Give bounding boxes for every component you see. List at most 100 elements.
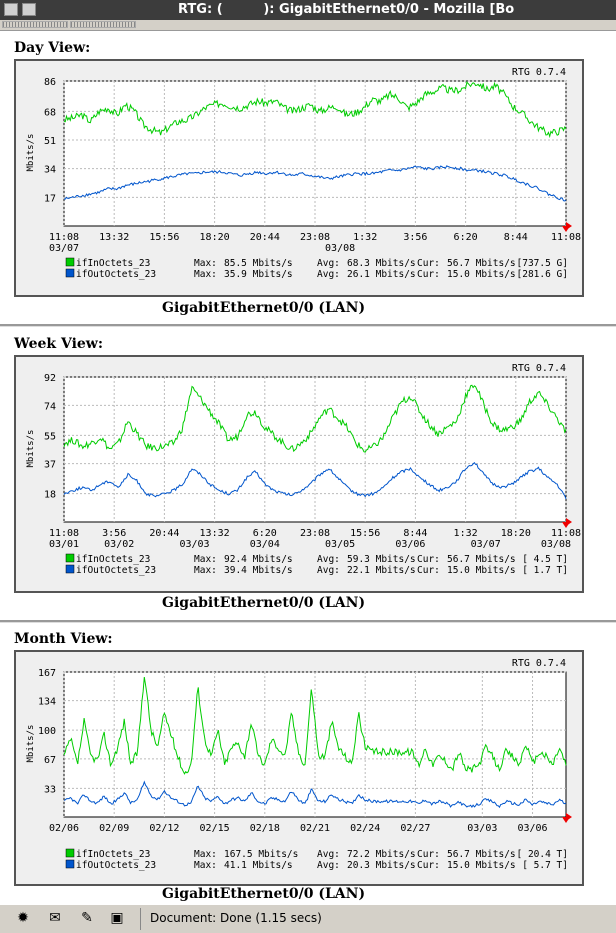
legend-cur-value: 56.7 Mbits/s	[447, 554, 516, 565]
legend-max-label: Max:	[194, 554, 217, 565]
x-date-label: 03/03	[179, 539, 209, 550]
week-view-heading: Week View:	[14, 336, 104, 352]
toolbar-grip-1[interactable]	[2, 21, 68, 28]
x-date-label: 03/07	[49, 243, 79, 254]
x-tick-label: 02/21	[300, 823, 330, 834]
legend-cur-label: Cur:	[417, 258, 440, 269]
mail-icon[interactable]: ✉	[49, 910, 61, 926]
shade-button[interactable]	[22, 3, 36, 16]
week-graph: RTG 0.7.4 Mbits/s 18 37 55 74 92 11:08 3:56 20:44…	[14, 355, 584, 593]
legend-swatch	[65, 564, 75, 574]
legend-avg-value: 26.1 Mbits/s	[347, 269, 416, 280]
y-tick-label: 37	[44, 460, 56, 471]
day-graph: RTG 0.7.4 Mbits/s 17 34 51 68 86 11:08 13:32 15:5…	[14, 59, 584, 297]
x-tick-label: 23:08	[300, 528, 330, 539]
legend-cur-label: Cur:	[417, 554, 440, 565]
x-tick-label: 18:20	[501, 528, 531, 539]
x-tick-label: 13:32	[200, 528, 230, 539]
y-tick-label: 34	[44, 165, 56, 176]
x-tick-label: 02/12	[149, 823, 179, 834]
x-tick-label: 18:20	[200, 232, 230, 243]
y-axis-label: Mbits/s	[26, 725, 36, 763]
composer-icon[interactable]: ✎	[81, 910, 93, 926]
x-tick-label: 02/15	[200, 823, 230, 834]
legend-swatch	[65, 268, 75, 278]
x-tick-label: 13:32	[99, 232, 129, 243]
x-tick-label: 1:32	[454, 528, 478, 539]
y-tick-label: 67	[44, 755, 56, 766]
legend-cur-value: 56.7 Mbits/s	[447, 849, 516, 860]
legend-series-name: ifOutOctets_23	[76, 565, 156, 576]
legend-cur-value: 15.0 Mbits/s	[447, 860, 516, 871]
x-tick-label: 15:56	[350, 528, 380, 539]
month-graph: RTG 0.7.4 Mbits/s 33 67 100 134 167 02/06 02/09 0…	[14, 650, 584, 886]
legend-max-label: Max:	[194, 849, 217, 860]
legend-max-label: Max:	[194, 269, 217, 280]
watermark: RTG 0.7.4	[512, 67, 566, 78]
legend-total: [ 4.5 T]	[522, 554, 568, 565]
y-tick-label: 55	[44, 431, 56, 442]
x-tick-label: 6:20	[454, 232, 478, 243]
legend-swatch	[65, 859, 75, 869]
x-tick-label: 8:44	[504, 232, 528, 243]
legend-max-value: 167.5 Mbits/s	[224, 849, 298, 860]
x-tick-label: 02/18	[250, 823, 280, 834]
x-tick-label: 3:56	[403, 232, 427, 243]
legend-avg-label: Avg:	[317, 258, 340, 269]
legend-series-name: ifInOctets_23	[76, 554, 150, 565]
legend-avg-label: Avg:	[317, 849, 340, 860]
series-line-ifOutOctets_23	[63, 780, 567, 809]
y-tick-label: 100	[38, 726, 56, 737]
legend-max-label: Max:	[194, 258, 217, 269]
y-tick-label: 134	[38, 697, 56, 708]
collapsed-toolbars	[0, 20, 616, 31]
series-line-ifOutOctets_23	[63, 461, 567, 500]
divider	[0, 620, 616, 623]
y-tick-label: 167	[38, 668, 56, 679]
navigator-icon[interactable]: ✹	[17, 910, 29, 926]
x-tick-label: 02/27	[400, 823, 430, 834]
legend-max-value: 92.4 Mbits/s	[224, 554, 293, 565]
day-view-heading: Day View:	[14, 40, 91, 56]
week-graph-caption: GigabitEthernet0/0 (LAN)	[162, 595, 366, 611]
window-title-bar[interactable]: RTG: ( ): GigabitEthernet0/0 - Mozilla […	[0, 0, 616, 20]
legend-max-value: 35.9 Mbits/s	[224, 269, 293, 280]
legend-cur-label: Cur:	[417, 849, 440, 860]
axis-arrow	[562, 226, 570, 232]
toolbar-grip-2[interactable]	[70, 21, 136, 28]
address-book-icon[interactable]: ▣	[110, 910, 124, 926]
x-tick-label: 3:56	[102, 528, 126, 539]
legend-swatch	[65, 848, 75, 858]
x-tick-label: 8:44	[403, 528, 427, 539]
legend-total: [281.6 G]	[517, 269, 568, 280]
x-date-label: 03/06	[395, 539, 425, 550]
series-line-ifInOctets_23	[63, 81, 567, 139]
axis-arrow	[562, 522, 570, 528]
x-tick-label: 15:56	[149, 232, 179, 243]
series-line-ifOutOctets_23	[63, 165, 567, 202]
week-chart: RTG 0.7.4 Mbits/s 18 37 55 74 92 11:08 3:56 20:44…	[26, 363, 581, 576]
window-title: RTG: ( ): GigabitEthernet0/0 - Mozilla […	[178, 2, 515, 17]
day-chart: RTG 0.7.4 Mbits/s 17 34 51 68 86 11:08 13:32 15:5…	[26, 67, 581, 280]
y-axis-label: Mbits/s	[26, 134, 36, 172]
x-date-label: 03/05	[325, 539, 355, 550]
legend-max-label: Max:	[194, 860, 217, 871]
y-tick-label: 68	[44, 107, 56, 118]
window-menu-button[interactable]	[4, 3, 18, 16]
x-tick-label: 02/09	[99, 823, 129, 834]
legend-avg-label: Avg:	[317, 554, 340, 565]
watermark: RTG 0.7.4	[512, 658, 566, 669]
legend-max-value: 85.5 Mbits/s	[224, 258, 293, 269]
x-tick-label: 11:08	[551, 528, 581, 539]
legend-cur-label: Cur:	[417, 860, 440, 871]
legend-total: [737.5 G]	[517, 258, 568, 269]
axis-arrow	[562, 817, 570, 823]
legend-cur-value: 15.0 Mbits/s	[447, 269, 516, 280]
watermark: RTG 0.7.4	[512, 363, 566, 374]
x-tick-label: 03/03	[467, 823, 497, 834]
x-tick-label: 02/24	[350, 823, 380, 834]
legend-avg-label: Avg:	[317, 269, 340, 280]
legend-cur-label: Cur:	[417, 565, 440, 576]
x-tick-label: 11:08	[49, 232, 79, 243]
legend-series-name: ifInOctets_23	[76, 849, 150, 860]
